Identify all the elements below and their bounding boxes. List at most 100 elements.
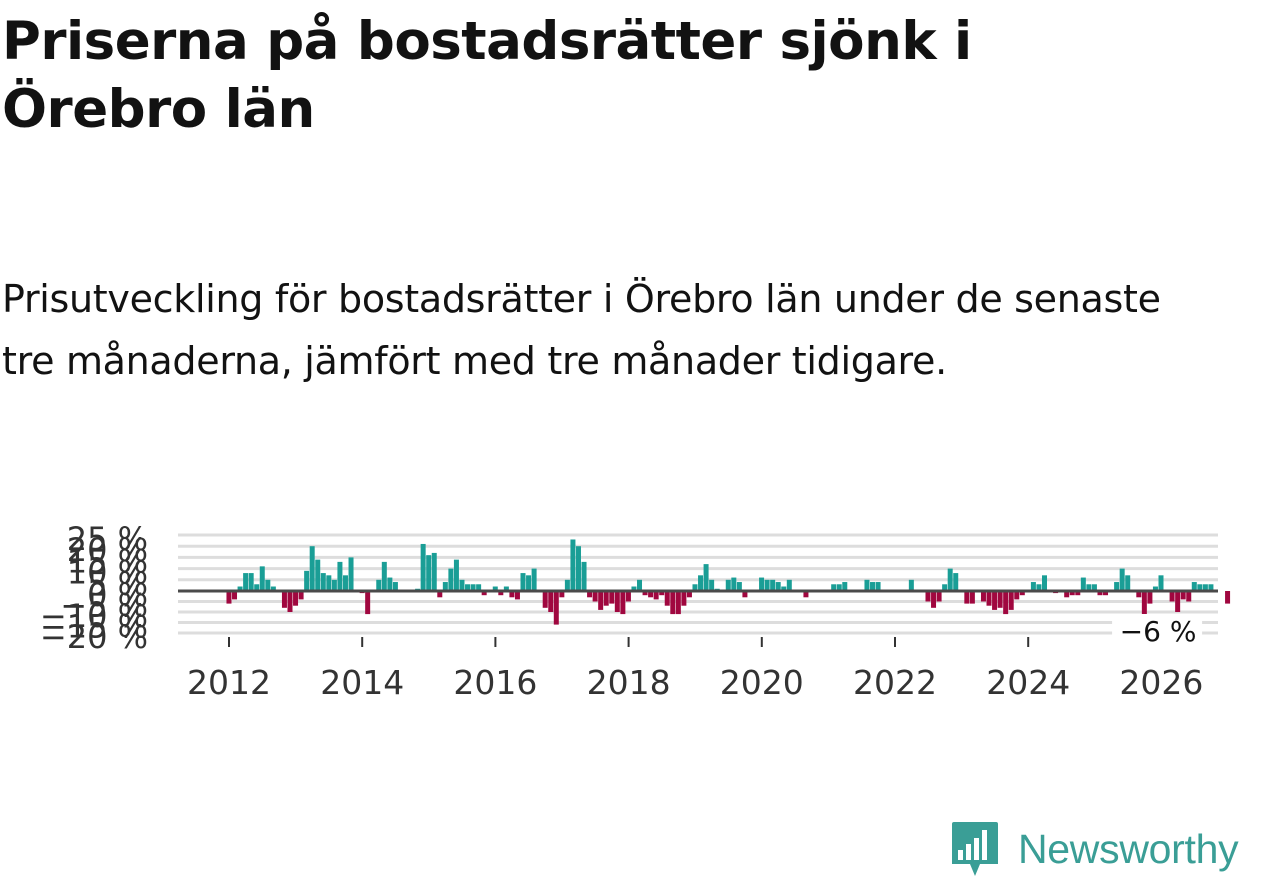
bar [1136, 591, 1142, 598]
bar [426, 555, 432, 591]
bar [864, 579, 870, 591]
y-tick-label: −5 % [60, 587, 148, 625]
annotation-background [1112, 614, 1203, 648]
bar [553, 591, 559, 625]
bar [1180, 591, 1186, 600]
bar [1152, 586, 1158, 591]
bar [293, 591, 299, 606]
bar [842, 582, 848, 591]
bar [964, 591, 970, 604]
bar [870, 582, 876, 591]
bar [986, 591, 992, 606]
bar [1019, 591, 1025, 596]
bar [980, 591, 986, 602]
bar [470, 584, 476, 591]
bar [254, 584, 260, 591]
bar [342, 575, 348, 591]
bar [232, 591, 238, 600]
y-tick-label: 20 % [67, 531, 148, 569]
bar [698, 575, 704, 591]
bar [742, 591, 748, 598]
bar [526, 575, 532, 591]
bar [287, 591, 293, 612]
bar [298, 591, 304, 600]
bar [1186, 591, 1192, 602]
y-tick-label: 10 % [67, 554, 148, 592]
bar [947, 568, 953, 591]
bar [953, 573, 959, 591]
bar [759, 577, 765, 591]
bar [1141, 591, 1147, 617]
bar [703, 564, 709, 591]
brand-name: Newsworthy [1018, 825, 1239, 872]
bar [1069, 591, 1075, 596]
y-tick-label: −20 % [40, 618, 148, 656]
bar [1147, 591, 1153, 604]
bar [381, 561, 387, 591]
bar [453, 559, 459, 591]
y-tick-label: −10 % [40, 597, 148, 635]
bar [1064, 591, 1070, 598]
bar [270, 586, 276, 591]
bar [1191, 582, 1197, 591]
bar [731, 577, 737, 591]
bar [309, 546, 315, 591]
bar [1197, 584, 1203, 591]
bar [770, 579, 776, 591]
x-tick-label: 2026 [1119, 663, 1203, 702]
bar [1114, 582, 1120, 591]
bar [620, 591, 626, 615]
bar [581, 561, 587, 591]
bar [648, 591, 654, 598]
bar [492, 586, 498, 591]
bar [437, 591, 443, 598]
bar [1075, 591, 1081, 596]
x-tick-label: 2012 [187, 663, 271, 702]
grid-lines [178, 533, 1218, 635]
bar [498, 591, 504, 596]
bar [265, 579, 271, 591]
bar [1080, 577, 1086, 591]
bar [481, 591, 487, 596]
y-tick-label: 15 % [67, 542, 148, 580]
bar [1003, 591, 1009, 615]
bar [936, 591, 942, 602]
bar [1225, 591, 1231, 604]
chart-subtitle: Prisutveckling för bostadsrätter i Örebr… [2, 277, 1161, 383]
bar [548, 591, 554, 612]
annotation-label: −6 % [1120, 615, 1197, 648]
bar [764, 579, 770, 591]
bar [465, 584, 471, 591]
bar [609, 591, 615, 604]
bar [709, 579, 715, 591]
bar-chart-logo-icon [952, 822, 998, 876]
x-tick-label: 2024 [986, 663, 1070, 702]
bar [992, 591, 998, 610]
bar [681, 591, 687, 606]
bar [575, 546, 581, 591]
bar [1202, 584, 1208, 591]
bar [692, 584, 698, 591]
bar [598, 591, 604, 610]
bar [997, 591, 1003, 608]
bar [942, 584, 948, 591]
bar [637, 579, 643, 591]
bar [1036, 584, 1042, 591]
bar [836, 584, 842, 591]
bar [564, 579, 570, 591]
bar [259, 566, 265, 591]
y-tick-label: −15 % [40, 608, 148, 646]
bar [686, 591, 692, 598]
axes: 25 %20 %15 %10 %5 %0 %−5 %−10 %−15 %−20 … [40, 520, 1218, 702]
bar [775, 582, 781, 591]
bar [625, 591, 631, 602]
bar [248, 573, 254, 591]
bar [326, 575, 332, 591]
bar [514, 591, 520, 600]
bar [925, 591, 931, 602]
x-tick-label: 2016 [453, 663, 537, 702]
bar [431, 552, 437, 591]
x-tick-label: 2014 [320, 663, 404, 702]
bar [559, 591, 565, 598]
